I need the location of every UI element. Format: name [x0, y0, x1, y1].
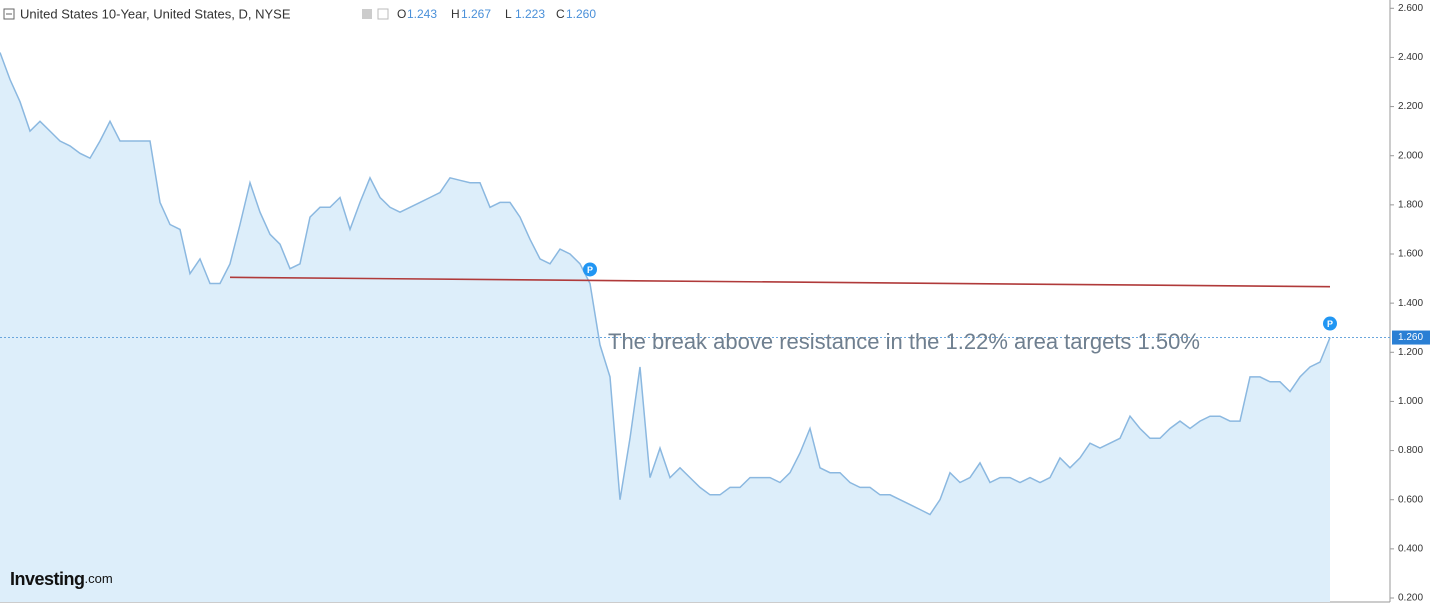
y-tick-label: 2.000 [1398, 150, 1423, 161]
chart-title: United States 10-Year, United States, D,… [20, 6, 291, 21]
area-fill [0, 52, 1330, 602]
settings-icon[interactable] [362, 9, 372, 19]
y-tick-label: 1.000 [1398, 396, 1423, 407]
last-price-label: 1.260 [1398, 332, 1423, 343]
y-tick-label: 1.800 [1398, 199, 1423, 210]
y-tick-label: 1.400 [1398, 298, 1423, 309]
price-line [0, 52, 1331, 516]
y-tick-label: 0.800 [1398, 445, 1423, 456]
y-tick-label: 2.600 [1398, 3, 1423, 14]
y-tick-label: 1.600 [1398, 249, 1423, 260]
annotation: The break above resistance in the 1.22% … [608, 329, 1200, 354]
last-price-tag [1392, 330, 1430, 345]
marker [1323, 316, 1337, 331]
ohlc-value: 1.260 [566, 7, 596, 21]
marker-label: P [1327, 319, 1333, 329]
logo-main: Investing [10, 569, 85, 589]
settings-icon[interactable] [377, 8, 389, 20]
ohlc-key: L [505, 7, 512, 21]
ohlc-key: O [397, 7, 406, 21]
y-tick-label: 1.200 [1398, 347, 1423, 358]
collapse-icon[interactable] [3, 8, 15, 20]
ohlc-value: 1.223 [515, 7, 545, 21]
ohlc-value: 1.267 [461, 7, 491, 21]
y-tick-label: 2.400 [1398, 52, 1423, 63]
ohlc-value: 1.243 [407, 7, 437, 21]
y-tick-label: 0.600 [1398, 494, 1423, 505]
y-tick-label: 0.200 [1398, 593, 1423, 604]
marker [583, 262, 597, 277]
ohlc-key: C [556, 7, 565, 21]
y-tick-label: 0.400 [1398, 543, 1423, 554]
marker-label: P [587, 265, 593, 275]
ohlc-key: H [451, 7, 460, 21]
y-tick-label: 2.200 [1398, 101, 1423, 112]
logo-suffix: .com [85, 571, 113, 586]
logo: Investing.com [10, 569, 113, 589]
resistance-line [229, 276, 1331, 288]
